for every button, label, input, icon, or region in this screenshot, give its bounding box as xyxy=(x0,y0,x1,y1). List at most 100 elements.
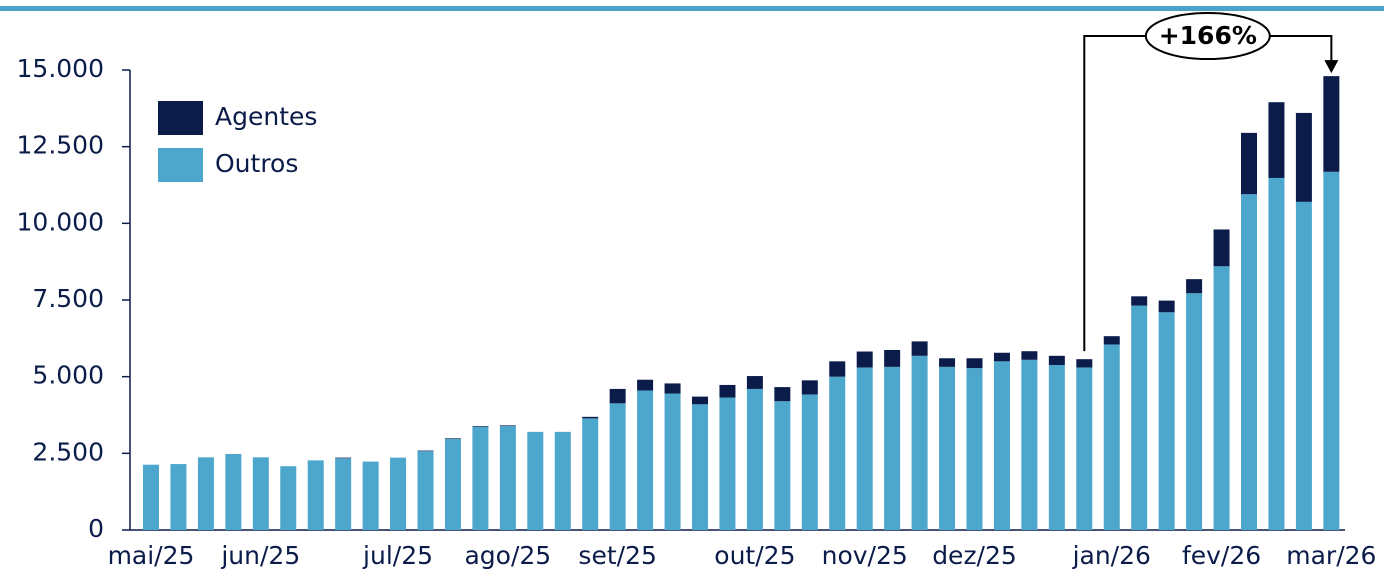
legend-swatch xyxy=(158,148,203,182)
bar-segment xyxy=(1158,300,1175,313)
bar-segment xyxy=(911,355,928,530)
bar-segment xyxy=(252,457,269,530)
x-tick-label: set/25 xyxy=(578,541,656,570)
bar-segment xyxy=(692,396,708,405)
bar-segment xyxy=(170,464,187,530)
bar-segment xyxy=(746,376,763,389)
bar-segment xyxy=(527,431,544,530)
bar-segment xyxy=(1021,351,1038,360)
bar-segment xyxy=(1241,132,1257,195)
bar-segment xyxy=(1131,296,1148,306)
bar-segment xyxy=(444,438,461,439)
annotation-arrowhead xyxy=(1324,60,1339,74)
bar-segment xyxy=(1186,293,1203,530)
x-tick-label: jul/25 xyxy=(362,541,433,570)
x-tick-label: mar/26 xyxy=(1286,541,1376,570)
y-tick-label: 0 xyxy=(88,514,104,543)
bar-segment xyxy=(499,425,516,427)
bar-segment xyxy=(225,453,242,530)
x-tick-label: dez/25 xyxy=(932,541,1017,570)
annotation-oval xyxy=(1144,12,1271,60)
bar-segment xyxy=(856,367,873,530)
bar-segment xyxy=(637,379,654,391)
bar-segment xyxy=(472,426,489,530)
bar-segment xyxy=(774,387,791,402)
top-rule xyxy=(0,6,1384,11)
bar-segment xyxy=(609,388,626,404)
legend-label: Agentes xyxy=(215,102,317,131)
bar-segment xyxy=(1186,279,1203,294)
bar-segment xyxy=(582,418,599,530)
x-tick-label: jan/26 xyxy=(1072,541,1151,570)
bar-segment xyxy=(1323,171,1340,530)
y-tick-label: 7.500 xyxy=(32,284,104,313)
bar-segment xyxy=(609,403,626,530)
x-tick-label: mai/25 xyxy=(108,541,195,570)
annotation-bracket xyxy=(1083,35,1333,352)
bar-segment xyxy=(1021,359,1038,530)
bar-segment xyxy=(362,461,379,530)
bar-segment xyxy=(417,450,434,452)
bar-segment xyxy=(829,361,846,377)
bar-segment xyxy=(884,349,901,367)
bar-segment xyxy=(993,361,1010,530)
bar-segment xyxy=(335,457,352,459)
bar-segment xyxy=(444,438,461,530)
bar-segment xyxy=(1323,76,1340,172)
bar-segment xyxy=(1213,229,1230,267)
bar-segment xyxy=(1268,102,1285,178)
annotation-text: +166% xyxy=(1159,21,1257,50)
bar-segment xyxy=(939,366,956,530)
y-tick-label: 10.000 xyxy=(17,207,104,236)
bar-segment xyxy=(417,451,434,530)
bar-segment xyxy=(1048,355,1065,366)
bar-segment xyxy=(774,401,791,530)
bar-segment xyxy=(582,416,599,419)
x-tick-label: fev/26 xyxy=(1182,541,1261,570)
bar-segment xyxy=(829,376,846,530)
bar-segment xyxy=(719,397,736,530)
bar-segment xyxy=(1103,344,1120,530)
bar-segment xyxy=(856,351,873,368)
y-tick-label: 12.500 xyxy=(17,131,104,160)
bar-segment xyxy=(692,404,708,530)
bar-segment xyxy=(1295,201,1312,530)
y-tick-label: 15.000 xyxy=(17,54,104,83)
bar-segment xyxy=(1048,365,1065,530)
legend-swatch xyxy=(158,101,203,135)
bar-segment xyxy=(1158,312,1175,530)
bar-segment xyxy=(1103,336,1120,345)
bar-segment xyxy=(472,426,489,427)
bar-segment xyxy=(307,460,324,530)
y-tick-label: 2.500 xyxy=(32,437,104,466)
bar-segment xyxy=(746,388,763,530)
bar-segment xyxy=(499,426,516,530)
bar-segment xyxy=(884,366,901,530)
bar-segment xyxy=(1295,112,1312,202)
bar-segment xyxy=(801,380,818,395)
bar-segment xyxy=(197,457,214,530)
bar-segment xyxy=(1268,177,1285,531)
bar-segment xyxy=(280,466,297,530)
bar-segment xyxy=(664,383,681,394)
x-tick-label: jun/25 xyxy=(220,541,300,570)
x-tick-label: nov/25 xyxy=(822,541,908,570)
bar-segment xyxy=(1241,194,1257,530)
bar-segment xyxy=(637,390,654,530)
bar-segment xyxy=(335,458,352,530)
bar-segment xyxy=(1076,359,1093,368)
bar-segment xyxy=(554,431,571,530)
bar-segment xyxy=(939,358,956,367)
legend-label: Outros xyxy=(215,149,298,178)
bar-segment xyxy=(966,368,983,530)
bar-segment xyxy=(966,358,983,369)
x-tick-label: out/25 xyxy=(714,541,795,570)
bar-segment xyxy=(911,341,928,356)
bar-segment xyxy=(143,464,159,530)
bar-segment xyxy=(719,384,736,398)
bar-segment xyxy=(993,352,1010,362)
bar-segment xyxy=(1213,266,1230,530)
bar-segment xyxy=(390,457,407,530)
bar-segment xyxy=(801,394,818,530)
